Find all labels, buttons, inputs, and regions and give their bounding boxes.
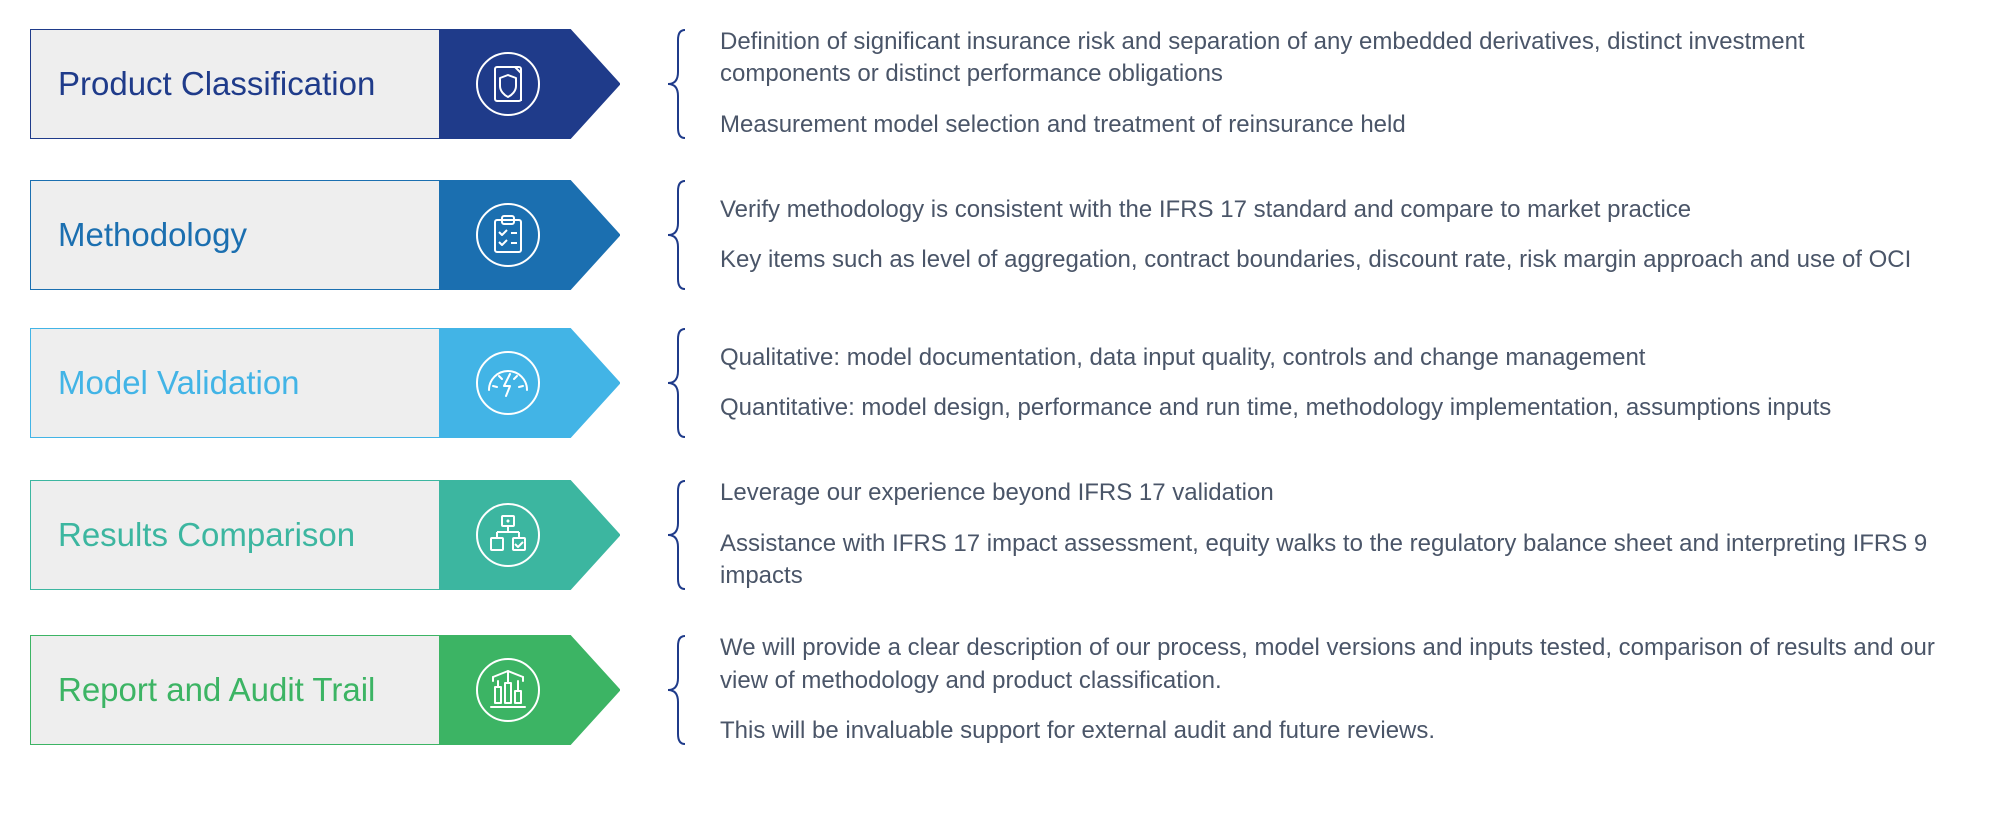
description-report-audit-trail: We will provide a clear description of o…	[720, 626, 1970, 753]
curly-bracket-icon	[620, 175, 720, 295]
arrow-product-classification: Product Classification	[30, 29, 620, 139]
arrow-methodology: Methodology	[30, 180, 620, 290]
description-line: Qualitative: model documentation, data i…	[720, 342, 1940, 374]
process-row-results-comparison: Results Comparison Leverage our experien…	[30, 471, 1970, 598]
document-shield-icon	[475, 51, 541, 117]
gauge-bolt-icon	[475, 350, 541, 416]
arrow-report-audit-trail: Report and Audit Trail	[30, 635, 620, 745]
arrow-label-report-audit-trail: Report and Audit Trail	[58, 671, 375, 709]
process-row-methodology: Methodology Verify methodology is consis…	[30, 175, 1970, 295]
description-results-comparison: Leverage our experience beyond IFRS 17 v…	[720, 471, 1970, 598]
arrow-label-product-classification: Product Classification	[58, 65, 375, 103]
curly-bracket-icon	[620, 24, 720, 144]
description-line: Assistance with IFRS 17 impact assessmen…	[720, 528, 1940, 593]
flowchart-compare-icon	[475, 502, 541, 568]
description-methodology: Verify methodology is consistent with th…	[720, 188, 1970, 283]
curly-bracket-icon	[620, 323, 720, 443]
curly-bracket-icon	[620, 630, 720, 750]
description-line: We will provide a clear description of o…	[720, 632, 1940, 697]
process-row-product-classification: Product Classification Definition of sig…	[30, 20, 1970, 147]
clipboard-check-icon	[475, 202, 541, 268]
arrow-results-comparison: Results Comparison	[30, 480, 620, 590]
report-bars-icon	[475, 657, 541, 723]
arrow-label-methodology: Methodology	[58, 216, 247, 254]
process-row-report-audit-trail: Report and Audit Trail We will provide a…	[30, 626, 1970, 753]
curly-bracket-icon	[620, 475, 720, 595]
description-line: Measurement model selection and treatmen…	[720, 109, 1940, 141]
description-line: Definition of significant insurance risk…	[720, 26, 1940, 91]
arrow-label-model-validation: Model Validation	[58, 364, 300, 402]
description-line: Quantitative: model design, performance …	[720, 392, 1940, 424]
description-line: Leverage our experience beyond IFRS 17 v…	[720, 477, 1940, 509]
description-product-classification: Definition of significant insurance risk…	[720, 20, 1970, 147]
arrow-label-results-comparison: Results Comparison	[58, 516, 355, 554]
description-model-validation: Qualitative: model documentation, data i…	[720, 336, 1970, 431]
arrow-model-validation: Model Validation	[30, 328, 620, 438]
description-line: This will be invaluable support for exte…	[720, 715, 1940, 747]
description-line: Verify methodology is consistent with th…	[720, 194, 1940, 226]
description-line: Key items such as level of aggregation, …	[720, 244, 1940, 276]
process-row-model-validation: Model Validation Qualitative: model docu…	[30, 323, 1970, 443]
